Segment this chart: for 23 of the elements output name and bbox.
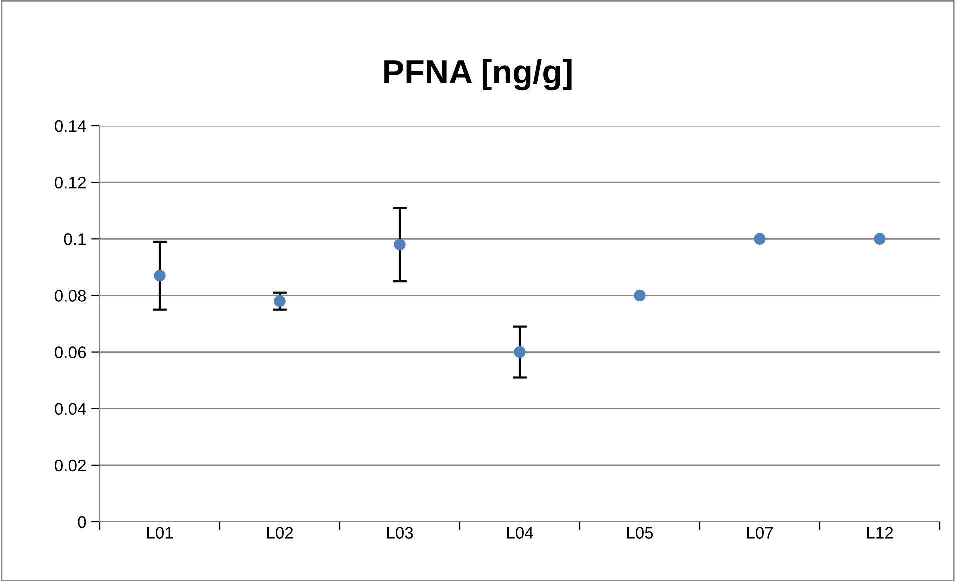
x-tick-label: L02 xyxy=(267,527,294,539)
point xyxy=(634,290,646,302)
y-tick-label: 0 xyxy=(78,516,86,528)
x-tick-label: L03 xyxy=(387,527,414,539)
point xyxy=(754,233,766,245)
point xyxy=(514,346,526,358)
y-tick-label: 0.04 xyxy=(55,403,86,416)
point xyxy=(274,296,286,308)
y-tick-label: 0.08 xyxy=(55,290,86,302)
x-tick-label: L05 xyxy=(627,527,654,539)
point xyxy=(394,238,406,251)
y-tick-label: 0.02 xyxy=(55,460,86,472)
x-tick-label: L07 xyxy=(747,527,774,539)
x-tick-label: L01 xyxy=(147,527,174,539)
y-tick-label: 0.1 xyxy=(64,234,86,246)
chart-title: PFNA [ng/g] xyxy=(384,59,572,91)
point xyxy=(154,270,166,282)
y-tick-label: 0.06 xyxy=(55,346,86,358)
x-tick-label: L12 xyxy=(867,527,894,539)
y-tick-label: 0.14 xyxy=(55,120,86,132)
y-tick-label: 0.12 xyxy=(55,176,86,189)
x-tick-label: L04 xyxy=(507,527,534,539)
point xyxy=(874,233,886,245)
